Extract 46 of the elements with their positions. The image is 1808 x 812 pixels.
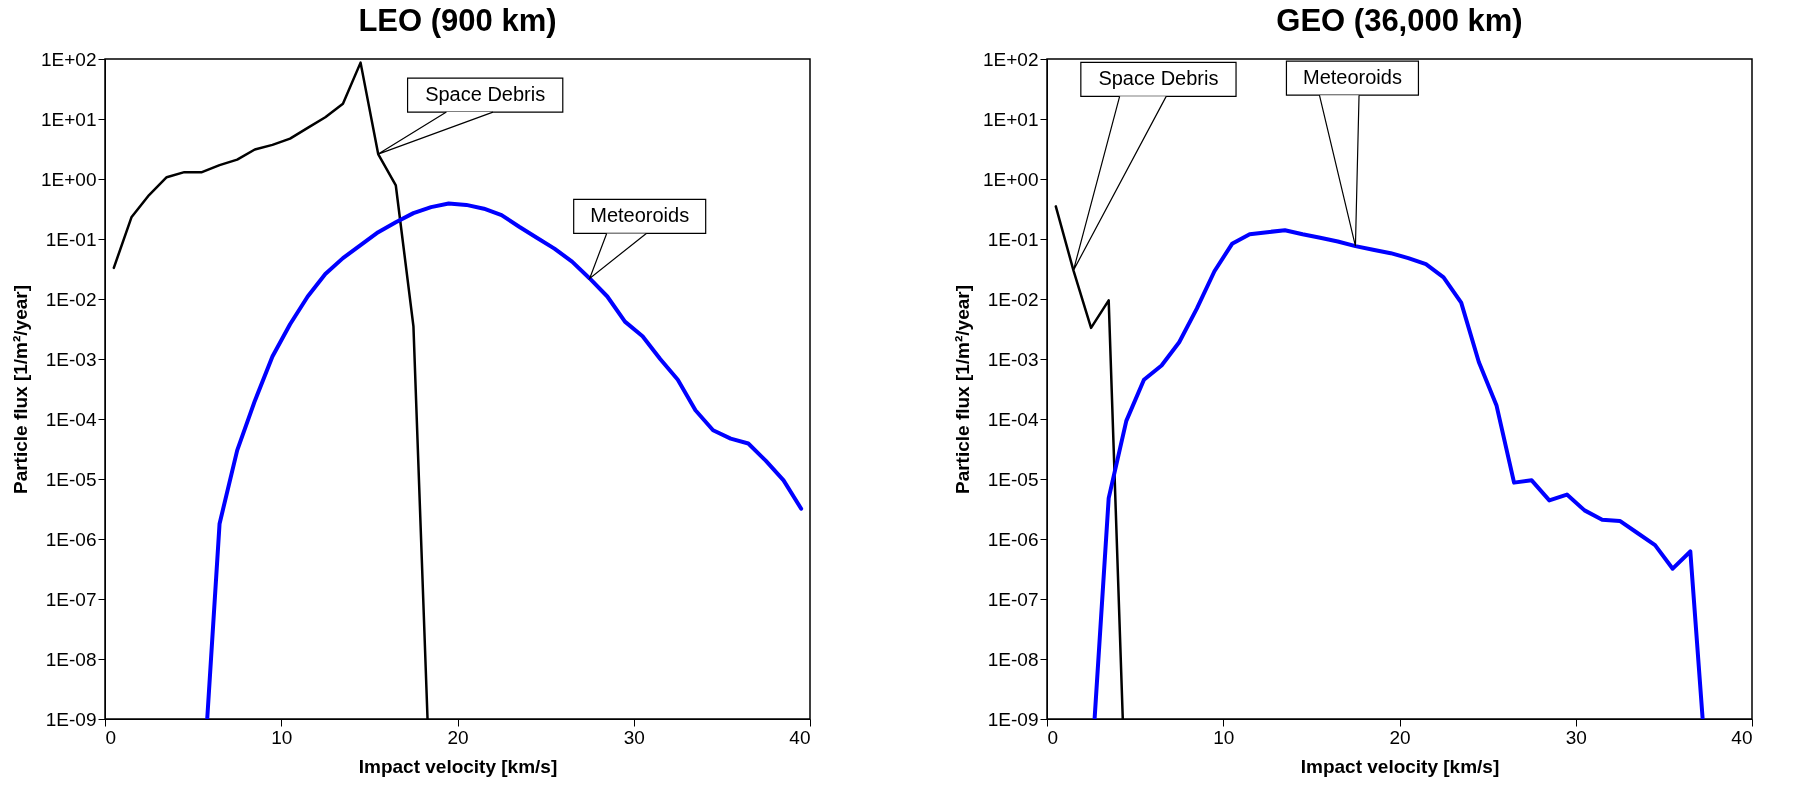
x-tick-label: 40 [789,726,811,748]
y-tick-label: 1E-04 [45,408,97,430]
y-tick-label: 1E-02 [987,288,1039,310]
x-tick-label: 0 [105,726,117,748]
series-label: Meteoroids [590,204,690,227]
y-tick-label: 1E-05 [987,468,1039,490]
y-tick-label: 1E-07 [45,588,97,610]
y-axis-title: Particle flux [1/m²/year] [952,284,974,495]
x-tick-label: 20 [447,726,469,748]
y-tick-label: 1E-09 [45,708,97,730]
y-tick-label: 1E-06 [987,528,1039,550]
y-tick-label: 1E+00 [983,168,1039,190]
y-tick-label: 1E-05 [45,468,97,490]
x-tick-label: 40 [1731,726,1753,748]
y-tick-label: 1E-01 [987,228,1039,250]
x-tick-label: 10 [271,726,293,748]
x-tick-label: 0 [1047,726,1059,748]
y-tick-label: 1E-01 [45,228,97,250]
text: Space Debris [1098,67,1219,90]
y-tick-label: 1E-08 [987,648,1039,670]
y-tick-label: 1E+01 [41,108,97,130]
x-tick-label: 30 [1565,726,1587,748]
y-tick-label: 1E+00 [41,168,97,190]
y-tick-label: 1E-02 [45,288,97,310]
y-tick-label: 1E-09 [987,708,1039,730]
y-tick-label: 1E-07 [987,588,1039,610]
chart-title: GEO (36,000 km) [1276,3,1523,38]
y-axis-title: Particle flux [1/m²/year] [10,284,32,495]
x-axis-title: Impact velocity [km/s] [1300,755,1500,777]
x-tick-label: 30 [623,726,645,748]
y-tick-label: 1E+02 [983,48,1039,70]
y-tick-label: 1E+01 [983,108,1039,130]
line-series [205,201,804,719]
y-tick-label: 1E-03 [987,348,1039,370]
y-tick-label: 1E-03 [45,348,97,370]
x-tick-label: 10 [1213,726,1235,748]
x-axis-title: Impact velocity [km/s] [358,755,558,777]
y-tick-label: 1E-08 [45,648,97,670]
chart-title: LEO (900 km) [358,3,557,38]
y-tick-label: 1E+02 [41,48,97,70]
y-tick-label: 1E-04 [987,408,1039,430]
y-tick-label: 1E-06 [45,528,97,550]
text: Space Debris [425,83,546,106]
x-tick-label: 20 [1389,726,1411,748]
line-series [1092,228,1705,719]
text: Meteoroids [1302,66,1402,89]
